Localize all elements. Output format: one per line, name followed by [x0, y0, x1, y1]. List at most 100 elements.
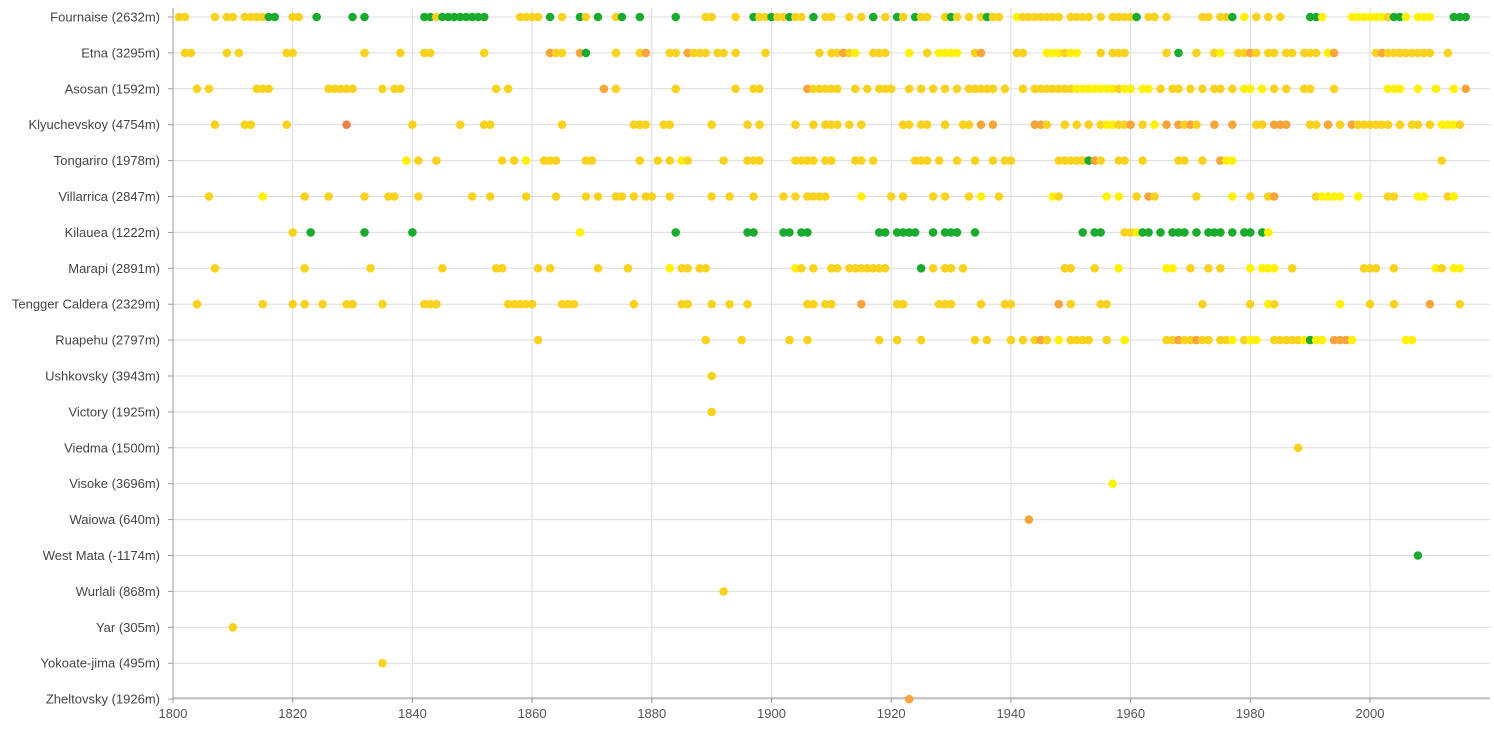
eruption-point[interactable]: [1269, 192, 1279, 201]
eruption-point[interactable]: [1150, 120, 1159, 129]
eruption-point[interactable]: [1186, 120, 1195, 129]
eruption-point[interactable]: [1150, 192, 1159, 201]
eruption-point[interactable]: [533, 264, 543, 273]
eruption-point[interactable]: [467, 12, 477, 22]
eruption-point[interactable]: [1162, 335, 1171, 345]
eruption-point[interactable]: [892, 12, 902, 22]
eruption-point[interactable]: [791, 120, 800, 129]
eruption-point[interactable]: [892, 228, 902, 237]
eruption-point[interactable]: [809, 299, 818, 309]
eruption-point[interactable]: [1389, 84, 1399, 94]
eruption-point[interactable]: [856, 12, 866, 22]
eruption-point[interactable]: [821, 12, 830, 22]
eruption-point[interactable]: [515, 12, 525, 22]
eruption-point[interactable]: [713, 48, 722, 58]
eruption-point[interactable]: [324, 192, 333, 201]
eruption-point[interactable]: [635, 156, 645, 165]
eruption-point[interactable]: [180, 48, 190, 58]
eruption-point[interactable]: [1419, 192, 1429, 201]
eruption-point[interactable]: [988, 84, 998, 94]
eruption-point[interactable]: [665, 264, 675, 273]
eruption-point[interactable]: [1108, 12, 1117, 22]
eruption-point[interactable]: [1287, 335, 1297, 345]
eruption-point[interactable]: [880, 228, 890, 237]
eruption-point[interactable]: [258, 299, 268, 309]
eruption-point[interactable]: [575, 228, 585, 237]
eruption-point[interactable]: [1323, 192, 1333, 201]
eruption-point[interactable]: [940, 192, 950, 201]
eruption-point[interactable]: [725, 192, 734, 201]
eruption-point[interactable]: [1323, 48, 1333, 58]
eruption-point[interactable]: [1246, 299, 1255, 309]
eruption-point[interactable]: [1359, 120, 1369, 129]
eruption-point[interactable]: [1281, 84, 1291, 94]
eruption-point[interactable]: [1042, 48, 1052, 58]
eruption-point[interactable]: [904, 228, 914, 237]
eruption-point[interactable]: [503, 299, 513, 309]
eruption-point[interactable]: [1437, 156, 1447, 165]
eruption-point[interactable]: [593, 192, 603, 201]
eruption-point[interactable]: [1042, 120, 1052, 129]
eruption-point[interactable]: [521, 12, 531, 22]
eruption-point[interactable]: [833, 264, 842, 273]
eruption-point[interactable]: [1269, 335, 1279, 345]
eruption-point[interactable]: [192, 84, 202, 94]
eruption-point[interactable]: [1198, 335, 1207, 345]
eruption-point[interactable]: [629, 192, 639, 201]
eruption-point[interactable]: [797, 264, 806, 273]
eruption-point[interactable]: [928, 192, 938, 201]
eruption-point[interactable]: [725, 299, 734, 309]
eruption-point[interactable]: [210, 120, 220, 129]
eruption-point[interactable]: [1132, 228, 1141, 237]
eruption-point[interactable]: [1413, 192, 1423, 201]
eruption-point[interactable]: [898, 228, 908, 237]
eruption-point[interactable]: [1102, 335, 1111, 345]
eruption-point[interactable]: [1257, 84, 1267, 94]
eruption-point[interactable]: [1102, 299, 1111, 309]
eruption-point[interactable]: [1269, 264, 1279, 273]
eruption-point[interactable]: [833, 48, 842, 58]
eruption-point[interactable]: [581, 156, 591, 165]
eruption-point[interactable]: [1329, 84, 1339, 94]
eruption-point[interactable]: [1210, 120, 1219, 129]
eruption-point[interactable]: [455, 120, 465, 129]
eruption-point[interactable]: [1413, 120, 1423, 129]
eruption-point[interactable]: [1311, 192, 1321, 201]
eruption-point[interactable]: [467, 192, 477, 201]
eruption-point[interactable]: [1054, 156, 1064, 165]
eruption-point[interactable]: [1204, 12, 1213, 22]
eruption-point[interactable]: [1329, 48, 1339, 58]
eruption-point[interactable]: [994, 192, 1004, 201]
eruption-point[interactable]: [449, 12, 459, 22]
eruption-point[interactable]: [414, 192, 423, 201]
eruption-point[interactable]: [1359, 12, 1369, 22]
eruption-point[interactable]: [318, 299, 327, 309]
eruption-point[interactable]: [1048, 12, 1058, 22]
eruption-point[interactable]: [1257, 264, 1267, 273]
eruption-point[interactable]: [1401, 48, 1411, 58]
eruption-point[interactable]: [174, 12, 184, 22]
eruption-point[interactable]: [1072, 156, 1082, 165]
eruption-point[interactable]: [228, 12, 238, 22]
eruption-point[interactable]: [1275, 335, 1285, 345]
eruption-point[interactable]: [827, 120, 836, 129]
eruption-point[interactable]: [1425, 48, 1435, 58]
eruption-point[interactable]: [845, 12, 854, 22]
eruption-point[interactable]: [934, 156, 944, 165]
eruption-point[interactable]: [976, 120, 986, 129]
eruption-point[interactable]: [1192, 192, 1201, 201]
eruption-point[interactable]: [773, 12, 782, 22]
eruption-point[interactable]: [1108, 48, 1117, 58]
eruption-point[interactable]: [533, 335, 543, 345]
eruption-point[interactable]: [515, 299, 525, 309]
eruption-point[interactable]: [1072, 84, 1082, 94]
eruption-point[interactable]: [1204, 264, 1213, 273]
eruption-point[interactable]: [1174, 48, 1183, 58]
eruption-point[interactable]: [1251, 48, 1261, 58]
eruption-point[interactable]: [904, 694, 914, 704]
eruption-point[interactable]: [1168, 228, 1177, 237]
eruption-point[interactable]: [1090, 156, 1099, 165]
eruption-point[interactable]: [1353, 120, 1363, 129]
eruption-point[interactable]: [629, 120, 639, 129]
eruption-point[interactable]: [1144, 12, 1153, 22]
